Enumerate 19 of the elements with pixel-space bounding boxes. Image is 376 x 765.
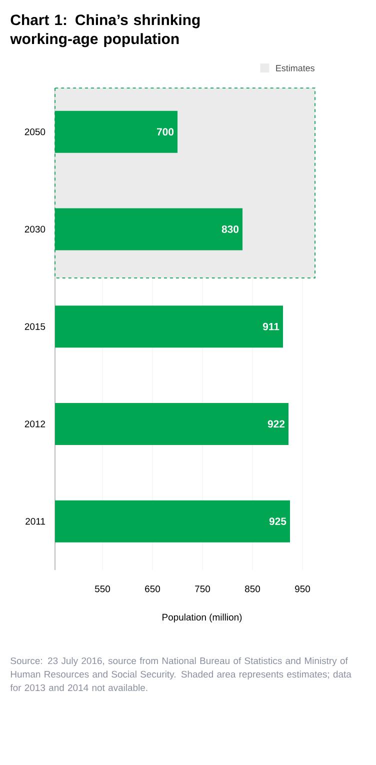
y-tick-label: 2011 [26,518,46,525]
x-axis-title: Population (million) [162,614,242,622]
y-tick-label: 2050 [24,128,46,136]
x-tick-label: 850 [245,586,260,592]
y-tick-label: 2015 [24,323,46,330]
data-label: 925 [269,518,286,526]
data-label: 922 [268,420,285,428]
y-tick-label: 2012 [24,420,46,428]
legend-label: Estimates [276,64,314,72]
x-tick-label: 750 [195,586,210,592]
source-note: Source: 23 July 2016, source from National Bureau of Statistics and Ministry of Human Resources and Social Security. Shaded area represents estimates; data for 2013 and 2014 not available. [10,657,352,692]
chart-title: Chart 1: China’s shrinking working-age population [10,14,200,48]
x-tick-label: 950 [295,586,310,592]
data-label: 700 [156,128,174,136]
data-label: 830 [222,226,239,233]
x-tick-label: 550 [94,586,110,592]
x-tick-label: 650 [145,586,160,592]
data-label: 911 [262,322,280,330]
y-tick-label: 2030 [24,226,46,233]
